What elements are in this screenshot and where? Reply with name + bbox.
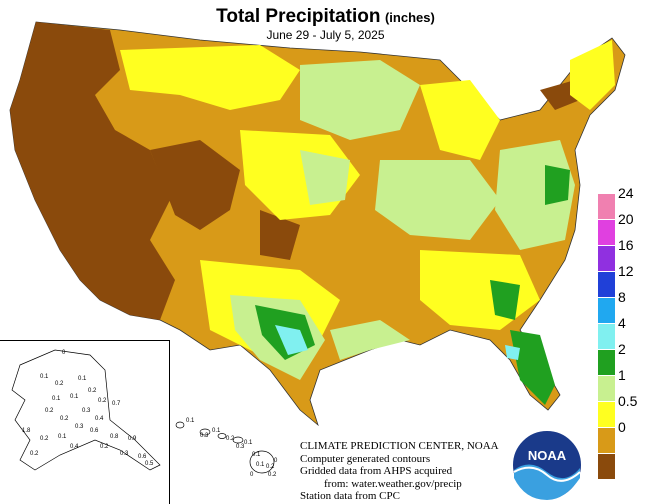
- legend-label: 0: [618, 419, 626, 435]
- legend-item: 24: [596, 185, 651, 219]
- credit-block: CLIMATE PREDICTION CENTER, NOAA Computer…: [300, 440, 499, 503]
- legend-item: 1: [596, 367, 651, 401]
- legend-label: 24: [618, 185, 634, 201]
- hawaii-islands: [175, 421, 275, 474]
- midwest-green: [300, 150, 350, 205]
- new-england-moist: [570, 40, 615, 110]
- legend-item: 12: [596, 263, 651, 297]
- alaska-inset-frame: [0, 340, 170, 504]
- date-range: June 29 - July 5, 2025: [266, 28, 385, 42]
- legend-item: 16: [596, 237, 651, 271]
- legend-swatch: [598, 454, 615, 479]
- legend-swatch: [598, 350, 615, 375]
- legend-swatch: [598, 220, 615, 245]
- great-lakes-moist: [420, 80, 500, 160]
- legend-item: 8: [596, 289, 651, 323]
- central-dry-region: [150, 140, 240, 230]
- southeast-green: [490, 280, 520, 320]
- texas-heavy: [275, 325, 308, 355]
- legend-label: 2: [618, 341, 626, 357]
- legend-swatch: [598, 194, 615, 219]
- plains-dry-patch: [260, 210, 300, 260]
- legend-label: 20: [618, 211, 634, 227]
- florida-heavy: [505, 345, 520, 360]
- mid-atlantic-wet: [545, 165, 570, 205]
- legend-item: 4: [596, 315, 651, 349]
- legend-swatch: [598, 246, 615, 271]
- legend-item: 20: [596, 211, 651, 245]
- legend-item: 0: [596, 419, 651, 453]
- legend-swatch: [598, 376, 615, 401]
- title-main: Total Precipitation: [216, 6, 381, 27]
- map-title: Total Precipitation (inches): [0, 6, 651, 28]
- credit-line-3: Gridded data from AHPS acquired: [300, 465, 453, 477]
- legend-item: 0.5: [596, 393, 651, 427]
- legend-swatch: [598, 402, 615, 427]
- north-plains-wet: [120, 45, 300, 110]
- title-unit: (inches): [384, 10, 435, 25]
- legend-label: 12: [618, 263, 634, 279]
- legend-item: 2: [596, 341, 651, 375]
- legend-label: 16: [618, 237, 634, 253]
- credit-line-2: Computer generated contours: [300, 452, 431, 465]
- gulf-coast-green: [330, 320, 410, 360]
- legend-swatch: [598, 298, 615, 323]
- legend-label: 8: [618, 289, 626, 305]
- alaska-landmass: [11, 349, 161, 471]
- noaa-logo: NOAA: [511, 429, 583, 501]
- west-dry-region: [10, 22, 175, 320]
- credit-line-1: CLIMATE PREDICTION CENTER, NOAA: [300, 440, 499, 452]
- credit-line-4: from: water.weather.gov/precip: [324, 477, 462, 490]
- ohio-valley: [375, 160, 500, 240]
- florida-wet: [510, 330, 555, 405]
- upper-midwest-moist: [300, 60, 420, 140]
- credit-line-5: Station data from CPC: [300, 490, 400, 502]
- legend: 24 20 16 12 8 4 2 1 0.5 0: [596, 185, 651, 494]
- legend-label: 1: [618, 367, 626, 383]
- noaa-logo-text: NOAA: [528, 448, 567, 463]
- legend-swatch: [598, 428, 615, 453]
- legend-swatch: [598, 272, 615, 297]
- legend-item: [596, 454, 651, 479]
- legend-label: 0.5: [618, 393, 638, 409]
- legend-label: 4: [618, 315, 626, 331]
- legend-swatch: [598, 324, 615, 349]
